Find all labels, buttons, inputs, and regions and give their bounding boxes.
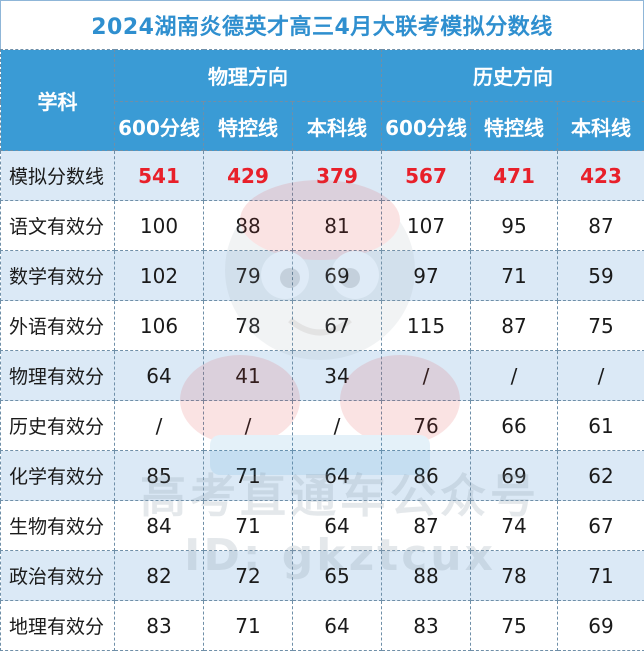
table-cell: 85	[114, 450, 204, 501]
table-cell: 78	[470, 550, 558, 601]
table-cell: 87	[470, 300, 558, 351]
table-cell: /	[203, 400, 293, 451]
table-cell: /	[557, 350, 644, 401]
table-cell: 97	[381, 250, 471, 301]
table-cell: 71	[203, 450, 293, 501]
table-row: 化学有效分 85 71 64 86 69 62	[0, 450, 644, 501]
row-label: 模拟分数线	[0, 150, 115, 201]
table-cell: 107	[381, 200, 471, 251]
table-cell: 83	[381, 600, 471, 651]
table-cell: 64	[114, 350, 204, 401]
row-label: 外语有效分	[0, 300, 115, 351]
score-table: 学科 物理方向 历史方向 600分线 特控线 本科线 600分线 特控线 本科线…	[0, 49, 644, 651]
table-cell: 71	[470, 250, 558, 301]
table-cell: 72	[203, 550, 293, 601]
header-col: 本科线	[557, 101, 644, 151]
table-cell: 69	[470, 450, 558, 501]
table-row: 语文有效分 100 88 81 107 95 87	[0, 200, 644, 251]
table-cell: 69	[557, 600, 644, 651]
table-cell: 69	[292, 250, 382, 301]
table-cell: 82	[114, 550, 204, 601]
table-cell: 71	[203, 600, 293, 651]
table-row: 物理有效分 64 41 34 / / /	[0, 350, 644, 401]
row-label: 化学有效分	[0, 450, 115, 501]
table-cell: 64	[292, 450, 382, 501]
table-cell: 106	[114, 300, 204, 351]
row-label: 物理有效分	[0, 350, 115, 401]
header-col: 本科线	[292, 101, 382, 151]
table-cell: /	[381, 350, 471, 401]
header-col: 600分线	[114, 101, 204, 151]
table-cell: 100	[114, 200, 204, 251]
table-cell: 66	[470, 400, 558, 451]
row-label: 政治有效分	[0, 550, 115, 601]
table-cell: 64	[292, 600, 382, 651]
table-cell: 79	[203, 250, 293, 301]
table-cell: 75	[470, 600, 558, 651]
row-label: 历史有效分	[0, 400, 115, 451]
table-cell: 71	[557, 550, 644, 601]
table-cell: 65	[292, 550, 382, 601]
table-cell: 115	[381, 300, 471, 351]
table-cell: 75	[557, 300, 644, 351]
table-cell: 88	[381, 550, 471, 601]
table-cell: 87	[381, 500, 471, 551]
table-cell: 95	[470, 200, 558, 251]
table-cell: /	[470, 350, 558, 401]
row-label: 语文有效分	[0, 200, 115, 251]
row-label: 地理有效分	[0, 600, 115, 651]
header-history-group: 历史方向	[381, 49, 644, 102]
table-cell: 61	[557, 400, 644, 451]
table-cell: 86	[381, 450, 471, 501]
table-row: 外语有效分 106 78 67 115 87 75	[0, 300, 644, 351]
table-cell: 34	[292, 350, 382, 401]
header-row-cols: 600分线 特控线 本科线 600分线 特控线 本科线	[1, 101, 644, 151]
table-cell: 78	[203, 300, 293, 351]
table-row: 政治有效分 82 72 65 88 78 71	[0, 550, 644, 601]
table-cell: 74	[470, 500, 558, 551]
table-row: 历史有效分 / / / 76 66 61	[0, 400, 644, 451]
table-cell: 41	[203, 350, 293, 401]
table-row: 地理有效分 83 71 64 83 75 69	[0, 600, 644, 651]
table-cell: 67	[557, 500, 644, 551]
table-cell: 67	[292, 300, 382, 351]
table-cell: 76	[381, 400, 471, 451]
table-cell: 84	[114, 500, 204, 551]
table-cell: /	[114, 400, 204, 451]
header-subject: 学科	[0, 49, 115, 151]
table-cell: 102	[114, 250, 204, 301]
table-cell: 64	[292, 500, 382, 551]
table-cell: 83	[114, 600, 204, 651]
table-row: 数学有效分 102 79 69 97 71 59	[0, 250, 644, 301]
table-cell: 87	[557, 200, 644, 251]
table-cell: 62	[557, 450, 644, 501]
table-cell: 71	[203, 500, 293, 551]
table-cell: 471	[470, 150, 558, 201]
header-col: 特控线	[203, 101, 293, 151]
page-title: 2024湖南炎德英才高三4月大联考模拟分数线	[0, 0, 644, 49]
table-cell: 81	[292, 200, 382, 251]
table-cell: /	[292, 400, 382, 451]
table-cell: 423	[557, 150, 644, 201]
header-col: 特控线	[470, 101, 558, 151]
table-cell: 541	[114, 150, 204, 201]
row-label: 生物有效分	[0, 500, 115, 551]
table-cell: 379	[292, 150, 382, 201]
table-cell: 59	[557, 250, 644, 301]
header-physics-group: 物理方向	[114, 49, 382, 102]
table-row: 模拟分数线 541 429 379 567 471 423	[0, 150, 644, 201]
header-col: 600分线	[381, 101, 471, 151]
table-row: 生物有效分 84 71 64 87 74 67	[0, 500, 644, 551]
table-cell: 567	[381, 150, 471, 201]
header-row-group: 学科 物理方向 历史方向	[0, 49, 644, 151]
table-cell: 429	[203, 150, 293, 201]
row-label: 数学有效分	[0, 250, 115, 301]
table-cell: 88	[203, 200, 293, 251]
